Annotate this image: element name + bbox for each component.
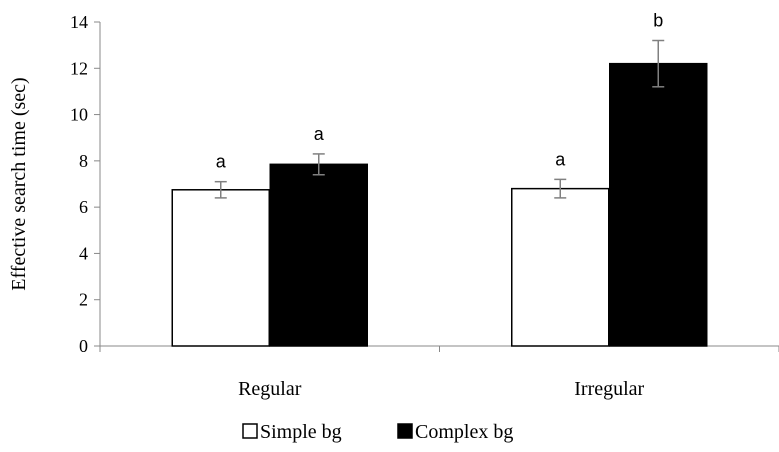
bar [609,62,708,347]
y-tick-label: 2 [79,290,88,310]
bars [171,62,708,347]
y-axis-label: Effective search time (sec) [8,77,30,290]
legend: Simple bg Complex bg [242,421,513,443]
significance-label: a [314,124,325,144]
legend-label: Simple bg [260,421,342,443]
bar [171,189,270,347]
y-tick-label: 14 [70,12,88,32]
y-tick-label: 6 [79,197,88,217]
significance-label: a [216,152,227,172]
x-axis: Regular Irregular [99,345,779,400]
legend-swatch [242,423,258,439]
legend-item: Simple bg [242,421,342,443]
legend-item: Complex bg [397,421,513,443]
significance-label: b [653,11,663,31]
y-tick-label: 0 [79,336,88,356]
significance-label: a [555,149,566,169]
bar [269,163,368,347]
bar [511,187,610,347]
x-tick-label: Irregular [574,378,644,400]
error-bars [214,39,665,199]
significance-labels: a a a b [216,11,664,172]
y-tick-label: 10 [70,105,88,125]
y-tick-label: 4 [79,243,88,263]
y-tick-label: 12 [70,58,88,78]
y-tick-label: 8 [79,151,88,171]
legend-label: Complex bg [415,421,513,443]
x-tick-label: Regular [238,378,302,400]
y-axis: 0 2 4 6 8 10 12 14 [70,12,101,356]
legend-swatch [397,423,413,439]
